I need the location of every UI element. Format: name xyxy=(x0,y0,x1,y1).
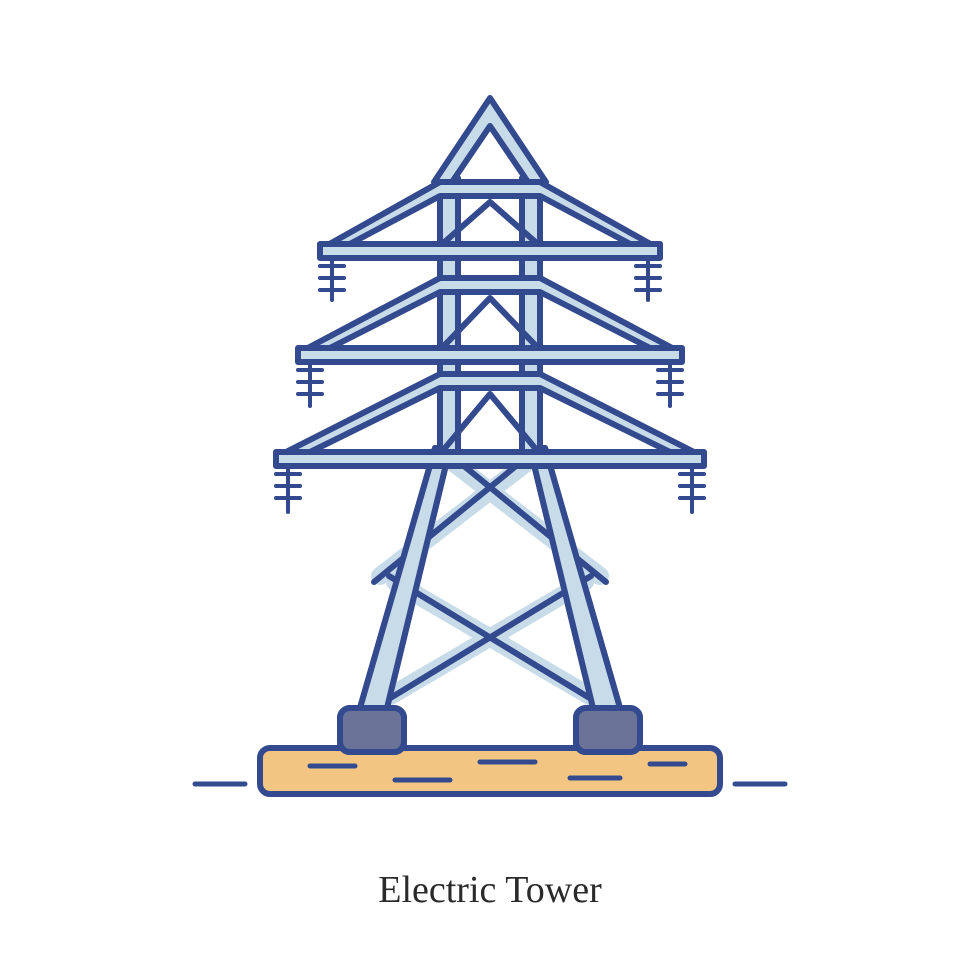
icon-caption: Electric Tower xyxy=(378,868,601,912)
electric-tower-icon xyxy=(140,68,840,828)
